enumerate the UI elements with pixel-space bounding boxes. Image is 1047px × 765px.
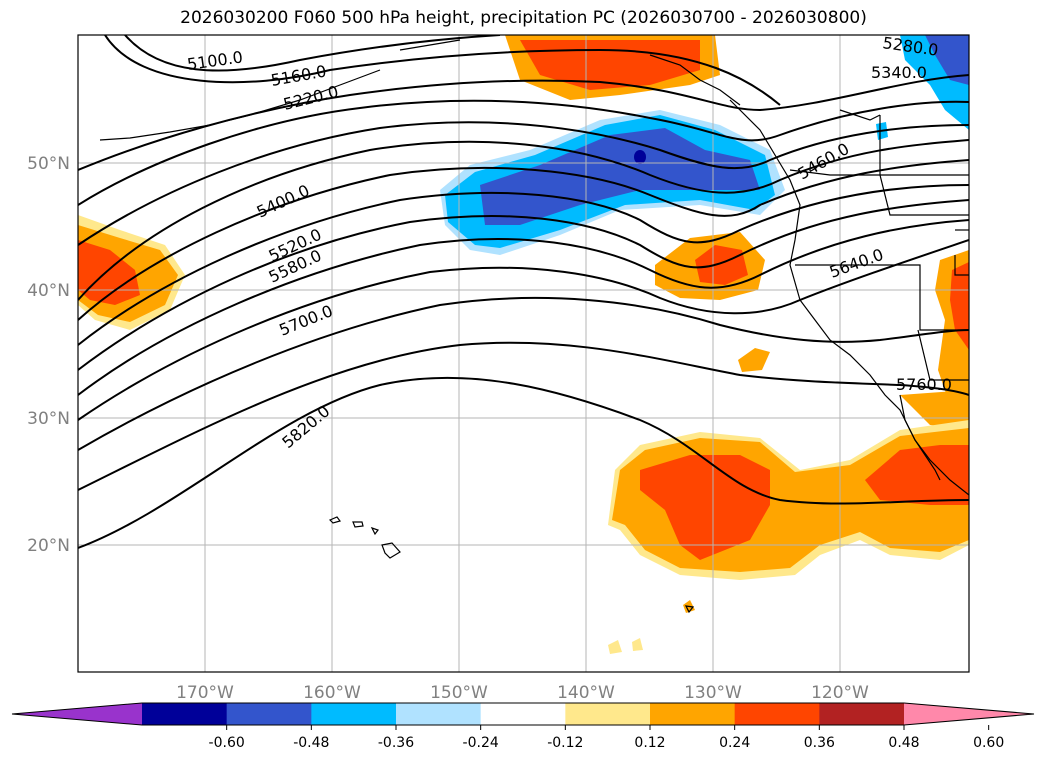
- colorbar-segment: [650, 703, 736, 725]
- map-frame: [77, 34, 970, 673]
- colorbar-segment: [734, 703, 820, 725]
- colorbar-outline: [11, 702, 1035, 726]
- colorbar-tick-label: -0.12: [547, 735, 583, 751]
- lon-label-150w: 150°W: [430, 683, 488, 703]
- colorbar-segment: [311, 703, 397, 725]
- lon-label-170w: 170°W: [176, 683, 234, 703]
- lat-label-40n: 40°N: [27, 281, 70, 301]
- colorbar-extend-high: [904, 703, 1034, 725]
- colorbar-tick-label: -0.36: [378, 735, 414, 751]
- lon-label-130w: 130°W: [684, 683, 742, 703]
- colorbar-segment: [142, 703, 228, 725]
- lat-label-30n: 30°N: [27, 409, 70, 429]
- longitude-labels: 170°W 160°W 150°W 140°W 130°W 120°W: [176, 683, 869, 703]
- colorbar-segment: [819, 703, 905, 725]
- lat-label-50n: 50°N: [27, 154, 70, 174]
- colorbar-tick-label: -0.24: [463, 735, 499, 751]
- colorbar-tick-label: -0.60: [209, 735, 245, 751]
- colorbar-extend-low: [12, 703, 142, 725]
- map-background: [78, 35, 969, 672]
- colorbar: -0.60 -0.48 -0.36 -0.24 -0.12 0.12 0.24 0.36 0.4…: [11, 702, 1035, 751]
- height-contours: [78, 35, 969, 549]
- colorbar-segment: [480, 703, 566, 725]
- lon-label-120w: 120°W: [811, 683, 869, 703]
- contour-label-5760: 5760.0: [896, 375, 952, 394]
- colorbar-segment: [226, 703, 312, 725]
- lon-label-160w: 160°W: [303, 683, 361, 703]
- colorbar-tick-label: 0.48: [888, 735, 919, 751]
- colorbar-segment: [396, 703, 482, 725]
- latitude-labels: 50°N 40°N 30°N 20°N: [27, 154, 70, 556]
- colorbar-segment: [565, 703, 651, 725]
- colorbar-tick-label: 0.24: [719, 735, 750, 751]
- colorbar-tick-label: 0.12: [634, 735, 665, 751]
- lat-label-20n: 20°N: [27, 536, 70, 556]
- colorbar-tick-label: 0.60: [973, 735, 1004, 751]
- map-title: 2026030200 F060 500 hPa height, precipit…: [180, 8, 867, 28]
- lon-label-140w: 140°W: [557, 683, 615, 703]
- colorbar-tick-label: 0.36: [804, 735, 835, 751]
- colorbar-tick-label: -0.48: [293, 735, 329, 751]
- contour-label-5340: 5340.0: [871, 63, 927, 82]
